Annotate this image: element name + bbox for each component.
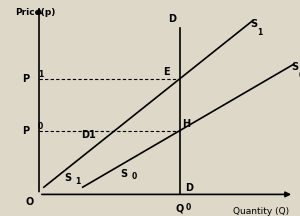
Text: 0: 0 <box>299 70 300 79</box>
Text: S: S <box>292 62 299 72</box>
Text: D: D <box>185 183 193 193</box>
Text: D: D <box>169 14 177 24</box>
Text: O: O <box>25 197 33 207</box>
Text: E: E <box>164 67 170 77</box>
Text: 1: 1 <box>75 177 81 186</box>
Text: 1: 1 <box>38 70 43 79</box>
Text: P: P <box>22 125 29 136</box>
Text: S: S <box>64 173 72 183</box>
Text: D1: D1 <box>81 130 96 140</box>
Text: S: S <box>250 19 257 30</box>
Text: H: H <box>182 119 190 129</box>
Text: S: S <box>120 168 128 179</box>
Text: 0: 0 <box>38 122 43 130</box>
Text: Q: Q <box>176 203 184 213</box>
Text: 0: 0 <box>131 172 136 181</box>
Text: Quantity (Q): Quantity (Q) <box>233 207 289 216</box>
Text: Price(p): Price(p) <box>15 8 55 17</box>
Text: 1: 1 <box>258 28 263 37</box>
Text: P: P <box>22 74 29 84</box>
Text: 0: 0 <box>186 203 191 213</box>
